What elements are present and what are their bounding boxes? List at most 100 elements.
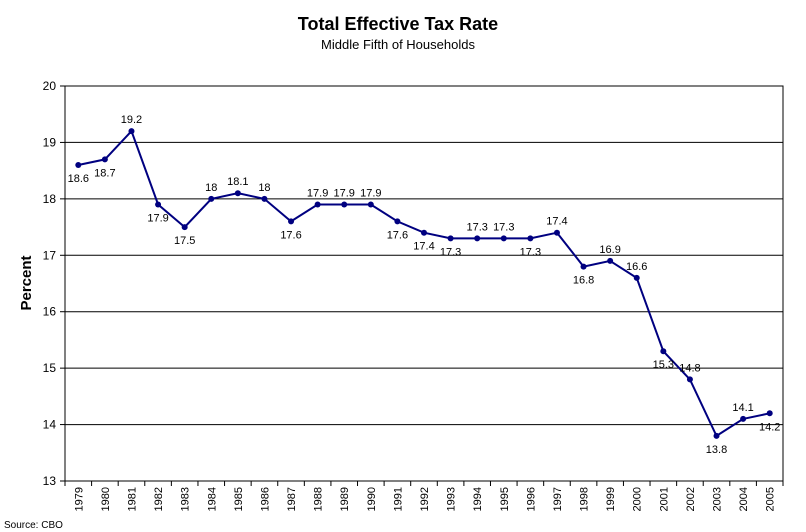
data-point — [660, 348, 667, 355]
data-point — [155, 201, 162, 208]
data-labels: 18.6 18.7 19.2 17.9 17.5 18 18.1 18 17.6 17.9 17.9… — [68, 114, 781, 456]
x-tick-label: 1992 — [419, 487, 431, 511]
data-label: 16.6 — [626, 261, 647, 273]
x-tick-label: 1979 — [73, 487, 85, 511]
data-point — [261, 195, 268, 202]
x-tick-label: 1983 — [180, 487, 192, 511]
data-label: 15.3 — [653, 359, 674, 371]
y-tick-label: 15 — [43, 361, 57, 375]
data-point — [421, 229, 427, 236]
x-tick-label: 1997 — [552, 487, 564, 511]
x-tick-label: 2003 — [712, 487, 724, 511]
data-label: 18 — [258, 182, 270, 194]
data-label: 19.2 — [121, 114, 142, 126]
x-tick-label: 1996 — [525, 487, 537, 511]
x-tick-label: 1980 — [100, 487, 112, 511]
data-label: 17.9 — [147, 213, 168, 225]
data-label: 17.4 — [546, 216, 567, 228]
data-point — [740, 415, 747, 422]
data-point — [367, 201, 374, 208]
x-tick-label: 1986 — [259, 487, 271, 511]
x-tick-label: 2002 — [685, 487, 697, 511]
data-label: 17.9 — [360, 188, 381, 200]
data-label: 17.6 — [387, 229, 408, 241]
data-point — [447, 235, 454, 242]
data-label: 17.3 — [493, 221, 514, 233]
x-tick-label: 2005 — [765, 487, 777, 511]
x-tick-label: 1985 — [233, 487, 245, 511]
data-point — [607, 257, 614, 264]
data-label: 18.6 — [68, 173, 89, 185]
data-label: 17.5 — [174, 235, 195, 247]
x-tick-label: 1995 — [499, 487, 511, 511]
data-label: 14.8 — [679, 362, 700, 374]
x-tick-label: 1993 — [446, 487, 458, 511]
x-tick-label: 1991 — [392, 487, 404, 511]
data-label: 14.2 — [759, 421, 780, 433]
data-point — [553, 229, 560, 236]
data-point — [474, 235, 481, 242]
data-label: 17.9 — [334, 188, 355, 200]
x-tick-label: 1994 — [472, 487, 484, 511]
source-note: Source: CBO — [4, 520, 63, 531]
y-tick-label: 13 — [43, 474, 57, 488]
x-tick-label: 1982 — [153, 487, 165, 511]
data-point — [527, 235, 534, 242]
plot-area — [64, 85, 784, 482]
data-point — [208, 195, 215, 202]
gridlines — [65, 85, 783, 426]
data-point — [288, 218, 295, 225]
data-point — [500, 235, 507, 242]
data-label: 16.8 — [573, 275, 594, 287]
y-axis-label: Percent — [18, 255, 35, 310]
chart-subtitle: Middle Fifth of Households — [321, 37, 475, 52]
data-point — [686, 376, 693, 383]
data-points — [75, 128, 773, 439]
data-point — [234, 190, 241, 197]
data-point — [633, 274, 640, 281]
y-tick-label: 18 — [43, 192, 57, 206]
x-tick-label: 1987 — [286, 487, 298, 511]
y-tick-label: 16 — [43, 305, 57, 319]
x-tick-labels: 1979 1980 1981 1982 1983 1984 1985 1986 1987 1988… — [64, 481, 784, 511]
data-point — [580, 263, 587, 270]
x-tick-label: 1981 — [126, 487, 138, 511]
data-label: 16.9 — [599, 244, 620, 256]
x-tick-label: 1998 — [579, 487, 591, 511]
data-point — [341, 201, 348, 208]
data-point — [128, 128, 135, 135]
x-tick-label: 1988 — [313, 487, 325, 511]
data-label: 18.1 — [227, 176, 248, 188]
data-point — [713, 432, 720, 439]
data-label: 17.9 — [307, 188, 328, 200]
data-label: 17.6 — [280, 229, 301, 241]
y-tick-label: 17 — [43, 248, 57, 262]
data-point — [314, 201, 321, 208]
data-point — [766, 410, 773, 417]
y-tick-label: 20 — [43, 79, 57, 93]
data-label: 18 — [205, 182, 217, 194]
data-point — [181, 224, 188, 231]
x-tick-label: 2001 — [658, 487, 670, 511]
y-tick-label: 19 — [43, 135, 57, 149]
data-label: 13.8 — [706, 444, 727, 456]
data-label: 18.7 — [94, 167, 115, 179]
y-tick-labels: 13 14 15 16 17 18 19 20 — [43, 79, 65, 488]
data-label: 17.3 — [440, 246, 461, 258]
chart-title: Total Effective Tax Rate — [298, 14, 498, 34]
data-point — [101, 156, 108, 163]
x-tick-label: 1999 — [605, 487, 617, 511]
data-label: 17.3 — [520, 246, 541, 258]
data-label: 17.3 — [466, 221, 487, 233]
data-point — [394, 218, 401, 225]
data-label: 14.1 — [732, 402, 753, 414]
data-point — [75, 162, 82, 168]
x-tick-label: 2004 — [738, 487, 750, 511]
data-label: 17.4 — [413, 241, 434, 253]
x-tick-label: 1990 — [366, 487, 378, 511]
x-tick-label: 2000 — [632, 487, 644, 511]
y-tick-label: 14 — [43, 418, 57, 432]
x-tick-label: 1984 — [206, 487, 218, 511]
series-line — [78, 129, 770, 438]
